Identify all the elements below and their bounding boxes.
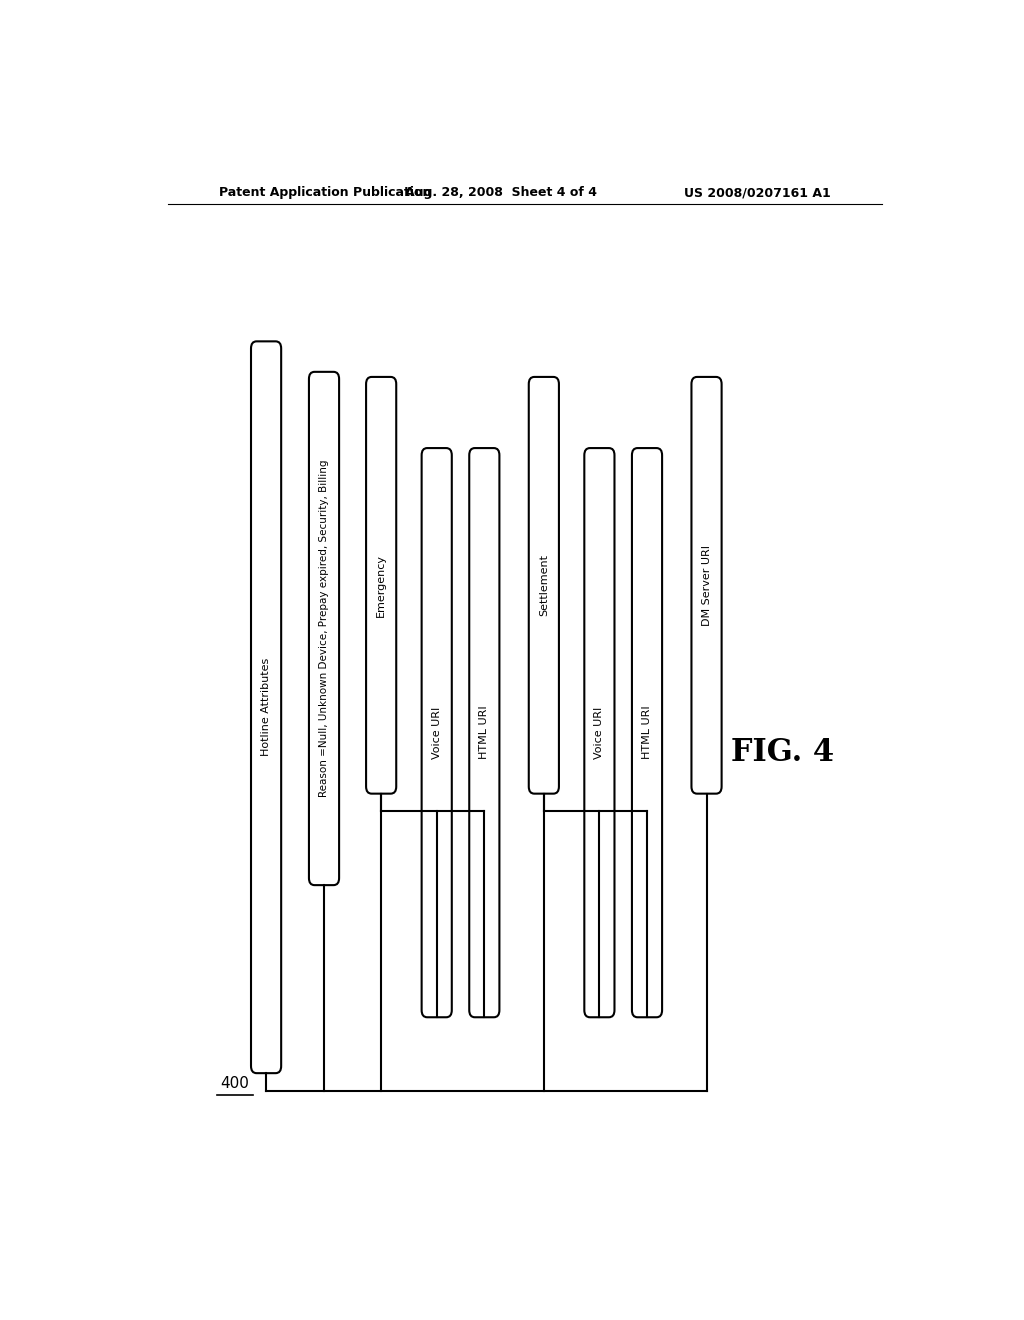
Text: Voice URI: Voice URI [594,706,604,759]
FancyBboxPatch shape [367,378,396,793]
Text: HTML URI: HTML URI [479,706,489,759]
FancyBboxPatch shape [309,372,339,886]
Text: Hotline Attributes: Hotline Attributes [261,659,271,756]
FancyBboxPatch shape [528,378,559,793]
Text: Settlement: Settlement [539,554,549,616]
Text: 400: 400 [221,1076,250,1092]
Text: Voice URI: Voice URI [432,706,441,759]
FancyBboxPatch shape [691,378,722,793]
FancyBboxPatch shape [422,447,452,1018]
FancyBboxPatch shape [585,447,614,1018]
FancyBboxPatch shape [251,342,282,1073]
Text: DM Server URI: DM Server URI [701,545,712,626]
Text: HTML URI: HTML URI [642,706,652,759]
Text: US 2008/0207161 A1: US 2008/0207161 A1 [684,186,830,199]
Text: FIG. 4: FIG. 4 [731,738,835,768]
FancyBboxPatch shape [632,447,663,1018]
Text: Patent Application Publication: Patent Application Publication [219,186,432,199]
FancyBboxPatch shape [469,447,500,1018]
Text: Emergency: Emergency [376,554,386,616]
Text: Reason =Null, Unknown Device, Prepay expired, Security, Billing: Reason =Null, Unknown Device, Prepay exp… [319,459,329,797]
Text: Aug. 28, 2008  Sheet 4 of 4: Aug. 28, 2008 Sheet 4 of 4 [404,186,597,199]
